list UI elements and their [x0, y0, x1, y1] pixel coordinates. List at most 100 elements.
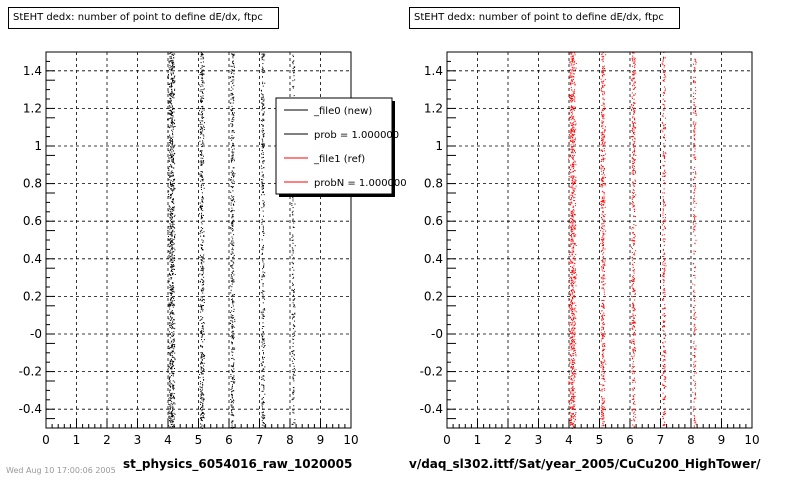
data-point: [173, 108, 175, 110]
data-point: [293, 226, 294, 228]
data-point: [232, 305, 234, 307]
data-point: [171, 412, 173, 414]
data-point: [171, 413, 173, 415]
data-point: [664, 398, 666, 400]
data-point: [603, 305, 605, 307]
data-point: [200, 413, 202, 415]
data-point: [202, 406, 204, 408]
data-point: [231, 155, 233, 157]
data-point: [173, 239, 175, 240]
data-point: [232, 331, 234, 333]
data-point: [601, 338, 603, 340]
data-point: [664, 366, 666, 368]
data-point: [202, 425, 204, 427]
data-point: [261, 185, 263, 187]
data-point: [633, 291, 635, 292]
data-point: [630, 323, 632, 325]
data-point: [291, 355, 293, 357]
data-point: [292, 219, 294, 221]
data-point: [601, 178, 603, 179]
data-point: [262, 142, 264, 144]
data-point: [174, 206, 175, 208]
data-point: [693, 250, 695, 252]
data-point: [693, 426, 695, 428]
data-point: [171, 256, 173, 258]
data-point: [600, 238, 602, 240]
data-point: [172, 174, 174, 176]
data-point: [171, 89, 173, 91]
data-point: [202, 206, 203, 207]
data-point: [601, 329, 603, 331]
data-point: [230, 93, 232, 95]
data-point: [695, 61, 697, 63]
data-point: [571, 124, 573, 126]
data-point: [174, 80, 176, 82]
data-point: [260, 179, 262, 180]
data-point: [634, 387, 635, 389]
data-point: [695, 387, 697, 389]
data-point: [693, 226, 695, 228]
data-point: [569, 407, 571, 409]
data-point: [571, 408, 573, 410]
data-point: [570, 100, 571, 102]
data-point: [603, 68, 605, 70]
data-point: [568, 142, 570, 144]
data-point: [570, 272, 572, 274]
data-point: [262, 268, 263, 270]
data-point: [293, 294, 294, 296]
data-point: [263, 100, 265, 102]
data-point: [202, 195, 203, 197]
data-point: [263, 338, 265, 340]
data-point: [603, 197, 605, 199]
data-point: [294, 79, 296, 81]
data-point: [292, 363, 294, 364]
data-point: [601, 389, 603, 390]
data-point: [693, 331, 695, 333]
data-point: [573, 379, 575, 381]
data-point: [261, 175, 263, 177]
data-point: [169, 252, 171, 254]
data-point: [232, 225, 234, 226]
data-point: [200, 206, 202, 208]
data-point: [262, 191, 264, 193]
data-point: [169, 324, 171, 326]
data-point: [632, 52, 634, 54]
data-point: [292, 411, 294, 413]
data-point: [261, 248, 263, 250]
data-point: [602, 284, 604, 286]
data-point: [572, 90, 574, 92]
data-point: [170, 56, 172, 58]
data-point: [170, 299, 172, 301]
data-point: [664, 387, 665, 389]
data-point: [170, 351, 172, 353]
data-point: [571, 61, 573, 63]
data-point: [200, 227, 202, 228]
data-point: [231, 170, 233, 172]
data-point: [571, 422, 573, 424]
data-point: [173, 327, 175, 329]
data-point: [571, 187, 573, 189]
data-point: [168, 250, 170, 252]
data-point: [199, 150, 201, 152]
data-point: [573, 346, 575, 348]
data-point: [570, 175, 572, 177]
data-point: [604, 130, 606, 132]
data-point: [574, 348, 576, 350]
data-point: [692, 263, 694, 265]
data-point: [263, 204, 265, 206]
data-point: [569, 139, 571, 141]
data-point: [603, 65, 605, 67]
data-point: [200, 100, 201, 102]
data-point: [262, 97, 264, 99]
data-point: [169, 175, 171, 177]
data-point: [663, 137, 665, 139]
data-point: [172, 80, 174, 81]
data-point: [170, 83, 172, 85]
data-point: [168, 73, 169, 75]
data-point: [663, 379, 665, 381]
data-point: [571, 240, 573, 242]
data-point: [231, 317, 233, 318]
data-point: [172, 403, 174, 405]
data-point: [571, 322, 573, 324]
data-point: [169, 405, 171, 407]
